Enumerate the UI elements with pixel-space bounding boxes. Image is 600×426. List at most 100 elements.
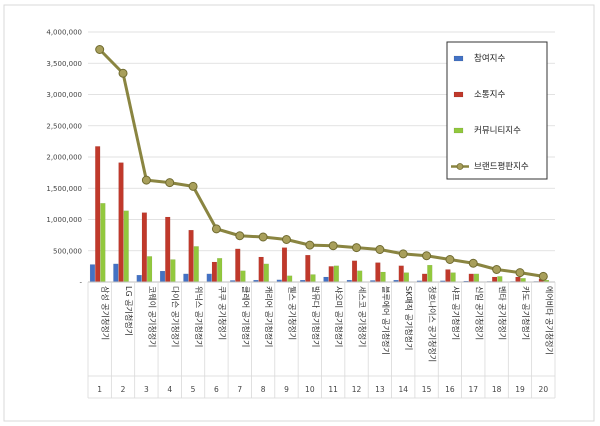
bar <box>258 256 264 283</box>
x-category-label: LG 공기청정기 <box>124 286 134 336</box>
line-point <box>188 181 198 191</box>
legend-point-swatch <box>456 163 464 170</box>
bar <box>89 264 96 283</box>
bar-series <box>89 146 550 283</box>
bar <box>193 246 199 283</box>
rank-label: 17 <box>469 385 479 394</box>
x-category-label: 위닉스 공기청정기 <box>194 286 204 347</box>
line-point <box>235 231 245 241</box>
line-series <box>95 45 548 281</box>
line-point <box>141 175 151 185</box>
y-tick-label: 2,000,000 <box>46 154 82 162</box>
y-axis: - 500,000 1,000,000 1,500,000 2,000,000 2,500… <box>46 29 82 287</box>
rank-label: 3 <box>144 385 149 394</box>
bar <box>473 273 480 283</box>
y-tick-label: 500,000 <box>53 247 82 255</box>
line-point <box>258 232 268 242</box>
bar <box>113 263 119 283</box>
bar <box>333 265 339 283</box>
x-category-label: 코웨이 공기청정기 <box>147 286 157 347</box>
bar <box>100 203 106 283</box>
rank-label: 19 <box>515 385 525 394</box>
y-tick-label: 1,000,000 <box>46 216 82 224</box>
bar <box>398 265 404 283</box>
bar <box>492 276 498 283</box>
rank-label: 13 <box>375 385 385 394</box>
bar <box>422 273 428 283</box>
x-category-label: 쿠쿠 공기청정기 <box>217 286 227 340</box>
rank-label: 9 <box>284 385 289 394</box>
bar <box>211 261 217 283</box>
bar <box>305 254 311 283</box>
bar <box>235 248 241 283</box>
bar <box>328 266 334 283</box>
x-category-label: 삼성 공기청정기 <box>101 286 111 340</box>
bar <box>427 264 433 283</box>
line-point <box>468 258 478 268</box>
chart-outer-border <box>3 4 595 422</box>
bar <box>375 262 381 283</box>
x-category-label: 블루에어 공기청정기 <box>381 286 391 355</box>
bar <box>95 146 101 283</box>
rank-label: 6 <box>214 385 219 394</box>
line-point <box>95 45 105 54</box>
rank-label: 12 <box>352 385 362 394</box>
bar <box>281 247 288 283</box>
rank-label: 11 <box>328 385 338 394</box>
bar <box>188 229 194 283</box>
rank-label: 14 <box>398 385 408 394</box>
line-point <box>165 178 175 188</box>
bar <box>263 263 269 283</box>
rank-label: 10 <box>305 385 315 394</box>
bar <box>123 210 129 283</box>
x-axis: 삼성 공기청정기 1 LG 공기청정기 2 코웨이 공기청정기 3 다이슨 공기청정기 4 위닉… <box>87 281 556 399</box>
bar <box>497 276 503 283</box>
x-category-label: 벤타 공기청정기 <box>498 286 508 340</box>
rank-label: 5 <box>191 385 196 394</box>
x-category-label: 샤프 공기청정기 <box>451 286 461 340</box>
line-point <box>305 240 315 250</box>
line-point <box>445 255 455 264</box>
rank-label: 20 <box>539 385 549 394</box>
rank-label: 16 <box>445 385 455 394</box>
legend-label: 브랜드평판지수 <box>474 161 529 172</box>
bar <box>217 258 223 283</box>
line-point <box>328 241 338 251</box>
bar <box>323 276 329 283</box>
bar <box>351 260 358 283</box>
x-category-label: 발뮤다 공기청정기 <box>311 286 321 347</box>
y-tick-label: - <box>79 279 82 287</box>
rank-label: 18 <box>492 385 502 394</box>
x-category-label: 샤오미 공기청정기 <box>334 286 344 347</box>
bar <box>468 273 474 283</box>
y-tick-label: 4,000,000 <box>46 29 82 37</box>
bar <box>380 271 386 283</box>
bar <box>165 216 171 283</box>
x-category-label: 청호나이스 공기청정기 <box>428 286 438 362</box>
x-category-label: 웰스 공기청정기 <box>287 286 297 340</box>
line-point <box>375 245 385 254</box>
y-tick-label: 2,500,000 <box>46 122 82 130</box>
bar <box>287 275 293 283</box>
legend-label: 커뮤니티지수 <box>474 125 521 136</box>
y-tick-label: 1,500,000 <box>46 185 82 193</box>
bar <box>403 272 409 283</box>
bar <box>206 273 212 283</box>
x-category-label: 에어비타 공기청정기 <box>544 286 554 355</box>
x-category-label: 다이슨 공기청정기 <box>171 286 181 347</box>
bar <box>136 274 142 283</box>
legend-swatch <box>453 127 464 134</box>
legend-swatch <box>453 91 464 98</box>
line-point <box>398 249 408 259</box>
line-point <box>515 268 525 278</box>
line-point <box>422 251 432 261</box>
legend-box <box>446 41 548 180</box>
legend-label: 소통지수 <box>474 90 505 100</box>
y-tick-label: 3,000,000 <box>46 91 82 99</box>
x-category-label: 세스코 공기청정기 <box>358 286 368 347</box>
bar <box>141 212 147 283</box>
rank-label: 2 <box>121 385 126 394</box>
rank-label: 1 <box>97 385 102 394</box>
